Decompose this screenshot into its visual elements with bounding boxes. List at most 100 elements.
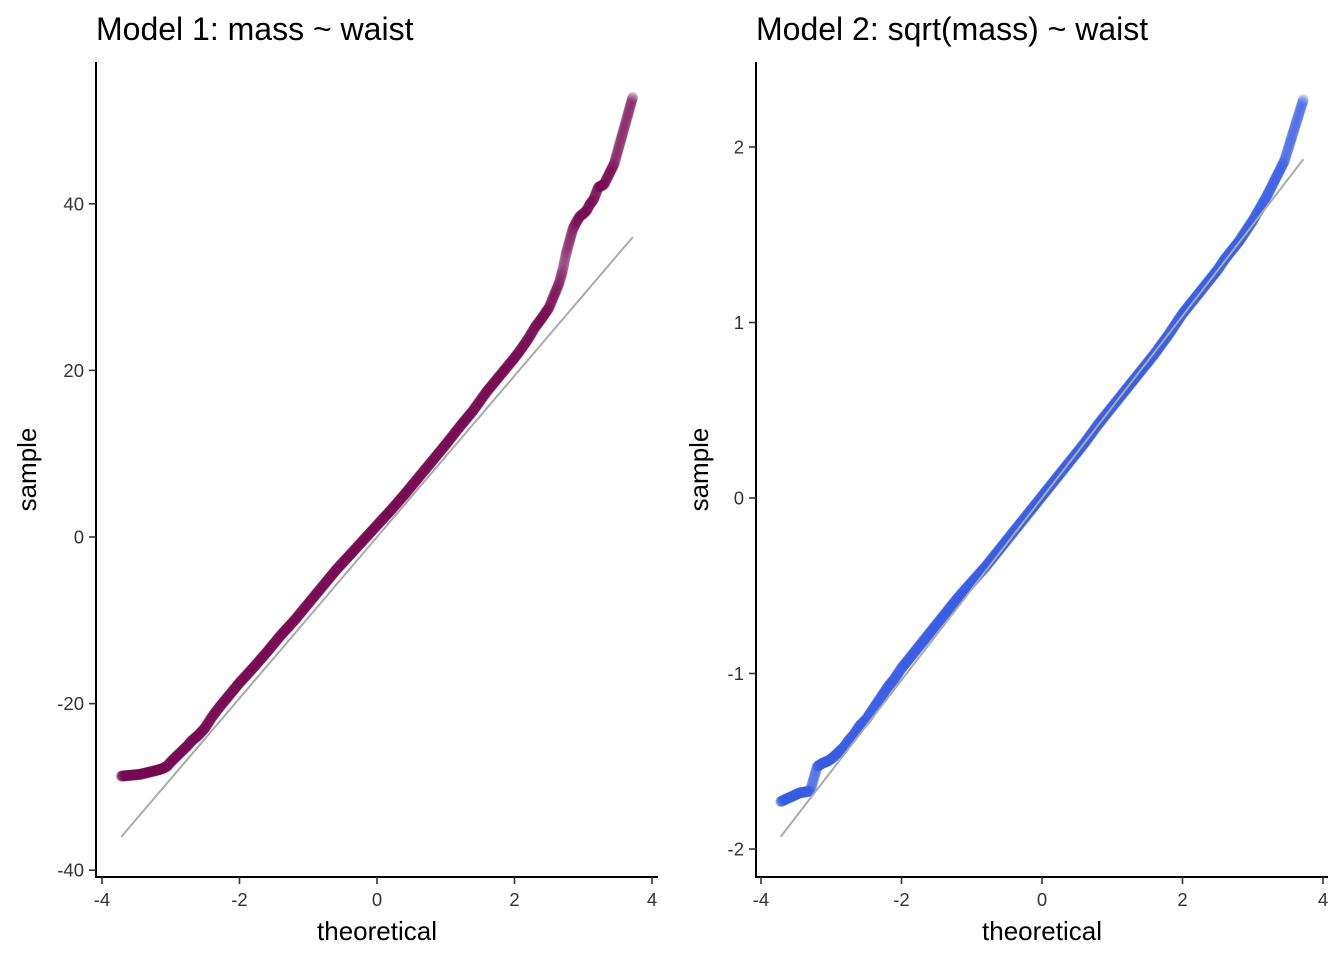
data-point: [214, 700, 226, 712]
data-point: [150, 765, 162, 776]
data-point: [154, 763, 166, 775]
data-point: [216, 698, 228, 710]
data-point: [171, 750, 183, 761]
data-point: [117, 770, 129, 782]
data-point: [134, 768, 146, 780]
data-point: [190, 732, 201, 744]
y-tick-label: 40: [63, 193, 84, 214]
data-point: [119, 770, 131, 782]
data-point: [177, 744, 189, 756]
data-point: [186, 735, 198, 747]
data-point: [158, 762, 170, 774]
data-point: [167, 754, 179, 766]
data-point: [157, 762, 169, 774]
data-point: [140, 767, 151, 779]
data-point: [179, 742, 191, 754]
data-point: [201, 718, 213, 730]
data-point: [143, 766, 155, 778]
data-point: [131, 769, 143, 781]
data-point: [212, 703, 224, 715]
data-point: [184, 737, 196, 748]
data-point: [146, 765, 158, 777]
data-point: [196, 725, 208, 737]
data-point: [202, 717, 214, 729]
data-point: [189, 732, 201, 744]
data-point: [143, 766, 155, 778]
data-point: [217, 696, 229, 708]
data-point: [201, 719, 213, 731]
data-point: [202, 717, 214, 729]
data-point: [219, 694, 231, 706]
data-point: [149, 765, 160, 777]
data-point: [150, 765, 162, 777]
data-point: [209, 707, 221, 719]
data-point: [144, 766, 156, 778]
data-point: [208, 709, 220, 721]
data-point: [125, 769, 137, 781]
data-point: [215, 700, 226, 712]
data-point: [211, 705, 223, 717]
data-point: [177, 744, 189, 756]
data-point: [180, 741, 192, 753]
data-point: [143, 766, 155, 778]
data-point: [179, 743, 190, 755]
data-point: [190, 731, 202, 743]
data-point: [230, 681, 242, 693]
data-point: [133, 769, 145, 780]
data-point: [167, 753, 179, 765]
data-point: [119, 770, 130, 782]
data-point: [161, 761, 172, 772]
data-point: [201, 720, 212, 732]
data-point: [222, 690, 234, 702]
data-point: [155, 763, 167, 775]
data-point: [221, 692, 233, 704]
x-tick-label: 4: [647, 889, 657, 910]
data-point: [220, 693, 232, 705]
x-tick-label: 2: [1177, 889, 1187, 910]
data-point: [138, 767, 150, 779]
y-axis-label: sample: [684, 428, 714, 512]
x-tick-label: -4: [94, 889, 110, 910]
data-point: [189, 732, 201, 744]
data-point: [198, 723, 210, 735]
data-point: [205, 712, 217, 724]
data-point: [226, 685, 238, 697]
data-point: [122, 770, 133, 781]
data-point: [169, 752, 180, 764]
data-point: [181, 740, 193, 752]
data-point: [191, 730, 203, 742]
data-point: [189, 732, 201, 744]
data-point: [165, 756, 176, 768]
data-point: [156, 763, 168, 775]
data-point: [152, 764, 164, 776]
data-point: [185, 736, 197, 748]
data-point: [178, 743, 190, 755]
data-point: [171, 750, 183, 762]
data-point: [125, 769, 137, 781]
data-point: [140, 767, 152, 779]
data-points: [775, 94, 1309, 808]
data-point: [124, 769, 136, 781]
data-point: [152, 764, 164, 776]
x-tick-label: 2: [509, 889, 519, 910]
data-point: [126, 769, 138, 781]
data-point: [124, 769, 136, 781]
data-point: [153, 764, 165, 776]
data-point: [218, 695, 230, 707]
data-point: [128, 769, 139, 781]
data-point: [229, 682, 241, 694]
data-point: [128, 769, 140, 781]
data-point: [192, 730, 204, 741]
data-point: [121, 770, 133, 782]
data-point: [172, 749, 184, 761]
data-point: [176, 745, 188, 757]
data-point: [138, 768, 150, 779]
data-point: [144, 766, 156, 778]
data-point: [162, 760, 174, 772]
data-point: [135, 768, 147, 780]
x-tick-label: -4: [753, 889, 769, 910]
data-point: [224, 688, 236, 700]
reference-line: [120, 236, 634, 838]
data-point: [161, 760, 173, 772]
data-point: [142, 766, 154, 778]
